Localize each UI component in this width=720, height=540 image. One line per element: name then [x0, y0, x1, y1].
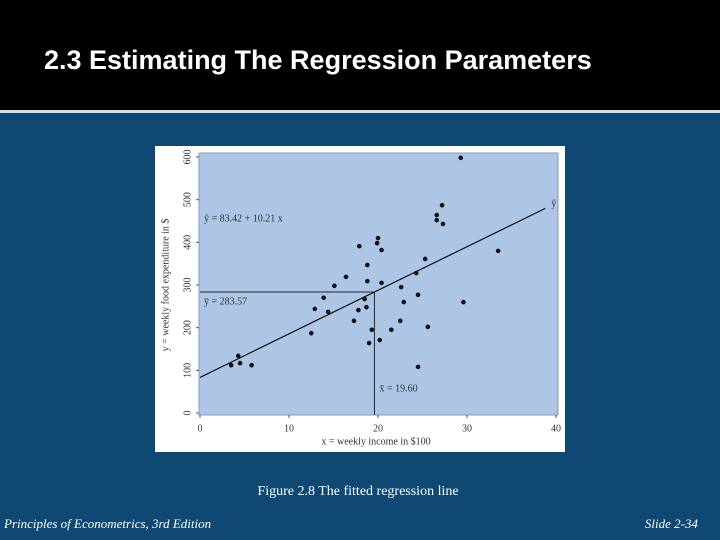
point	[351, 318, 357, 324]
point	[237, 360, 243, 366]
y-tick-label: 600	[182, 150, 193, 165]
point	[369, 327, 375, 333]
point	[440, 221, 446, 227]
point	[364, 304, 369, 310]
x-tick-label: 40	[551, 423, 561, 434]
point	[379, 247, 384, 253]
point	[401, 299, 407, 305]
header-band	[0, 0, 720, 113]
slide-title: 2.3 Estimating The Regression Parameters	[44, 45, 592, 75]
fit-end-label: ŷ	[551, 199, 556, 210]
point	[461, 299, 466, 305]
x-tick-label: 0	[198, 423, 203, 434]
y-tick-label: 100	[182, 363, 193, 378]
point	[365, 278, 370, 284]
x-tick-label: 30	[462, 423, 472, 434]
point	[312, 306, 318, 312]
y-tick-label: 500	[182, 192, 193, 207]
point	[356, 307, 361, 313]
y-tick-label: 400	[182, 235, 193, 250]
x-tick-label: 10	[284, 423, 294, 434]
point	[434, 212, 440, 218]
y-axis-label: y = weekly food expenditure in $	[160, 219, 171, 352]
figure-caption: Figure 2.8 The fitted regression line	[257, 484, 459, 499]
x-axis-label: x = weekly income in $100	[321, 436, 430, 447]
point	[389, 327, 394, 333]
point	[415, 364, 421, 370]
fit-label: ŷ = 83.42 + 10.21 x	[204, 213, 283, 224]
point	[308, 330, 314, 336]
y-tick-label: 0	[182, 411, 193, 416]
footer-left: Principles of Econometrics, 3rd Edition	[4, 516, 212, 531]
y-tick-label: 200	[182, 320, 193, 335]
x-tick-label: 20	[373, 423, 383, 434]
point	[325, 309, 331, 315]
point	[375, 235, 381, 241]
point	[235, 353, 241, 359]
point	[377, 337, 383, 343]
plot-area	[198, 152, 559, 416]
point	[332, 283, 337, 289]
point	[249, 362, 254, 368]
point	[365, 262, 370, 268]
point	[357, 243, 362, 249]
point	[379, 280, 384, 286]
y-tick-label: 300	[182, 278, 193, 293]
point	[415, 292, 421, 298]
point	[439, 202, 445, 208]
point	[425, 324, 431, 330]
point	[362, 296, 367, 302]
point	[434, 217, 440, 223]
footer-right: Slide 2-34	[644, 516, 698, 531]
point	[228, 362, 234, 368]
point	[321, 295, 327, 301]
point	[422, 256, 428, 262]
point	[398, 284, 404, 290]
regression-line	[199, 207, 546, 378]
point	[374, 240, 380, 246]
point	[413, 270, 419, 276]
point	[343, 274, 349, 280]
mean-x-label: x̄ = 19.60	[379, 383, 417, 394]
point	[397, 318, 403, 324]
point	[495, 248, 501, 254]
mean-y-label: ȳ = 283.57	[204, 296, 247, 307]
point	[366, 340, 372, 346]
point	[458, 155, 464, 161]
